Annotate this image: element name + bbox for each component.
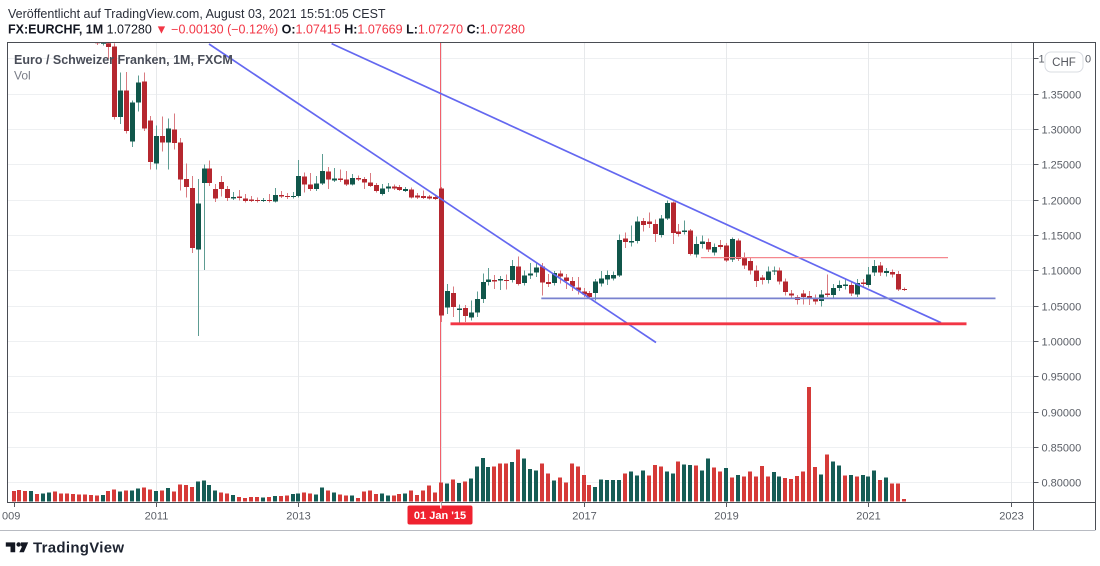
svg-text:1.20000: 1.20000 xyxy=(1042,195,1082,207)
svg-text:1.05000: 1.05000 xyxy=(1042,301,1082,313)
svg-text:1.25000: 1.25000 xyxy=(1042,159,1082,171)
svg-text:0.85000: 0.85000 xyxy=(1042,442,1082,454)
svg-text:2021: 2021 xyxy=(856,511,880,523)
svg-text:FX:EURCHF, 1M 1.07280 ▼ −0.001: FX:EURCHF, 1M 1.07280 ▼ −0.00130 (−0.12%… xyxy=(8,23,525,37)
svg-text:1.15000: 1.15000 xyxy=(1042,230,1082,242)
svg-text:1.10000: 1.10000 xyxy=(1042,265,1082,277)
svg-text:01 Jan '15: 01 Jan '15 xyxy=(414,510,466,522)
svg-text:2013: 2013 xyxy=(286,511,310,523)
svg-text:CHF: CHF xyxy=(1052,57,1076,69)
svg-text:0.80000: 0.80000 xyxy=(1042,477,1082,489)
svg-text:1.30000: 1.30000 xyxy=(1042,124,1082,136)
svg-text:2011: 2011 xyxy=(145,511,169,523)
svg-text:TradingView: TradingView xyxy=(33,540,124,557)
svg-text:0: 0 xyxy=(1085,53,1091,65)
svg-text:0.95000: 0.95000 xyxy=(1042,371,1082,383)
svg-text:009: 009 xyxy=(2,511,20,523)
svg-text:Veröffentlicht auf TradingView: Veröffentlicht auf TradingView.com, Augu… xyxy=(8,7,386,21)
svg-text:1.35000: 1.35000 xyxy=(1042,89,1082,101)
svg-text:Euro / Schweizer Franken, 1M,: Euro / Schweizer Franken, 1M, FXCM xyxy=(14,53,233,67)
svg-text:2017: 2017 xyxy=(572,511,596,523)
svg-text:Vol: Vol xyxy=(14,69,31,83)
svg-text:0.90000: 0.90000 xyxy=(1042,407,1082,419)
svg-text:1.00000: 1.00000 xyxy=(1042,336,1082,348)
svg-text:2023: 2023 xyxy=(999,511,1023,523)
svg-text:2019: 2019 xyxy=(714,511,738,523)
svg-text:1: 1 xyxy=(1039,53,1045,65)
